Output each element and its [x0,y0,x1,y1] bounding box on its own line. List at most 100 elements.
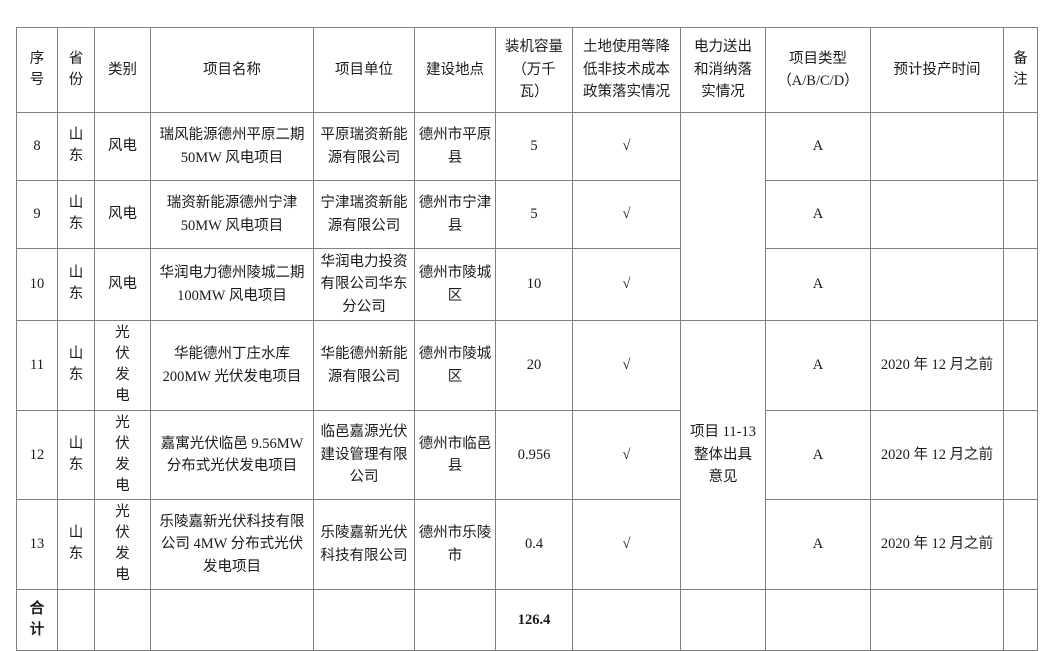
document-page: 序号 省份 类别 项目名称 项目单位 建设地点 装机容量 [16,27,1038,651]
total-category [94,588,151,651]
cell-land-policy-check: √ [572,409,681,501]
cell-build-place: 德州市陵城区 [414,320,496,411]
header-land-policy-line2: 低非技术成本 [583,61,670,78]
cell-capacity: 20 [495,320,573,411]
header-project-type-line2: （A/B/C/D） [777,73,859,89]
cell-project-type: A [765,180,871,249]
total-project-type [765,588,871,651]
total-remark [1003,588,1038,651]
total-province [57,588,95,651]
cell-project-name: 华能德州丁庄水库 200MW 光伏发电项目 [150,320,314,411]
header-grid-line1: 电力送出 [694,39,752,56]
header-grid-line2: 和消纳落 [694,61,752,78]
header-remark: 备注 [1003,27,1038,113]
total-grid [680,588,766,651]
header-land-policy-line1: 土地使用等降 [583,39,670,56]
header-seq: 序号 [16,27,58,113]
header-build-place: 建设地点 [414,27,496,113]
header-project-unit-label: 项目单位 [335,61,393,78]
cell-build-place: 德州市陵城区 [414,247,496,322]
cell-project-name: 乐陵嘉新光伏科技有限公司 4MW 分布式光伏发电项目 [150,499,314,590]
header-province: 省份 [57,27,95,113]
cell-expected-date: 2020 年 12 月之前 [870,499,1004,590]
cell-capacity: 5 [495,180,573,249]
cell-build-place: 德州市乐陵市 [414,499,496,590]
header-seq-label: 序号 [29,50,45,88]
total-expected-date [870,588,1004,651]
cell-seq: 9 [16,180,58,249]
total-land-policy [572,588,681,651]
cell-project-type: A [765,112,871,181]
table-body: 8 山东 风电 瑞风能源德州平原二期 50MW 风电项目 平原瑞资新能源有限公司… [16,111,1038,651]
cell-capacity: 5 [495,112,573,181]
cell-category: 光伏发电 [94,409,151,501]
cell-expected-date: 2020 年 12 月之前 [870,320,1004,411]
total-row: 合计 126.4 [16,588,1038,651]
header-province-label: 省份 [68,50,84,88]
header-project-name-label: 项目名称 [203,61,261,78]
total-build-place [414,588,496,651]
table-row: 13 山东 光伏发电 乐陵嘉新光伏科技有限公司 4MW 分布式光伏发电项目 乐陵… [16,499,1038,590]
cell-project-name: 瑞风能源德州平原二期 50MW 风电项目 [150,112,314,181]
cell-land-policy-check: √ [572,180,681,249]
header-row: 序号 省份 类别 项目名称 项目单位 建设地点 装机容量 [16,27,1038,113]
cell-province: 山东 [57,320,95,411]
header-category-label: 类别 [108,61,137,78]
cell-category: 光伏发电 [94,499,151,590]
header-category: 类别 [94,27,151,113]
cell-project-unit: 平原瑞资新能源有限公司 [313,112,415,181]
cell-build-place: 德州市宁津县 [414,180,496,249]
table-row: 11 山东 光伏发电 华能德州丁庄水库 200MW 光伏发电项目 华能德州新能源… [16,320,1038,590]
grid-merge-line2: 整体出具 [694,446,752,463]
cell-seq: 11 [16,320,58,411]
cell-project-type: A [765,247,871,322]
grid-merge-line1: 项目 11-13 [690,424,756,441]
header-build-place-label: 建设地点 [426,61,484,78]
table-row: 10 山东 风电 华润电力德州陵城二期 100MW 风电项目 华润电力投资有限公… [16,247,1038,322]
cell-remark [1003,247,1038,322]
header-capacity-line1: 装机容量 [505,39,563,56]
cell-capacity: 0.956 [495,409,573,501]
cell-project-unit: 乐陵嘉新光伏科技有限公司 [313,499,415,590]
cell-category: 风电 [94,112,151,181]
total-label: 合计 [16,588,58,651]
cell-capacity: 10 [495,247,573,322]
cell-project-type: A [765,499,871,590]
cell-project-name: 嘉寓光伏临邑 9.56MW 分布式光伏发电项目 [150,409,314,501]
table-row: 8 山东 风电 瑞风能源德州平原二期 50MW 风电项目 平原瑞资新能源有限公司… [16,111,1038,322]
header-grid-line3: 实情况 [701,84,745,101]
cell-project-name: 瑞资新能源德州宁津 50MW 风电项目 [150,180,314,249]
table-header: 序号 省份 类别 项目名称 项目单位 建设地点 装机容量 [16,27,1038,113]
cell-expected-date [870,180,1004,249]
total-capacity: 126.4 [495,588,573,651]
cell-project-unit: 华能德州新能源有限公司 [313,320,415,411]
cell-land-policy-check: √ [572,247,681,322]
cell-category: 风电 [94,180,151,249]
total-project-name [150,588,314,651]
header-project-type: 项目类型 （A/B/C/D） [765,27,871,113]
cell-project-unit: 宁津瑞资新能源有限公司 [313,180,415,249]
cell-project-type: A [765,409,871,501]
header-grid-consumption: 电力送出 和消纳落 实情况 [680,27,766,113]
table-row: 9 山东 风电 瑞资新能源德州宁津 50MW 风电项目 宁津瑞资新能源有限公司 … [16,180,1038,249]
cell-project-unit: 华润电力投资有限公司华东分公司 [313,247,415,322]
cell-remark [1003,320,1038,411]
cell-project-type: A [765,320,871,411]
cell-land-policy-check: √ [572,320,681,411]
table-row: 12 山东 光伏发电 嘉寓光伏临邑 9.56MW 分布式光伏发电项目 临邑嘉源光… [16,409,1038,501]
project-list-table: 序号 省份 类别 项目名称 项目单位 建设地点 装机容量 [16,27,1038,651]
cell-grid-merge-8-10 [680,111,766,322]
cell-remark [1003,180,1038,249]
cell-seq: 12 [16,409,58,501]
cell-remark [1003,409,1038,501]
cell-expected-date: 2020 年 12 月之前 [870,409,1004,501]
header-expected-date-label: 预计投产时间 [893,61,981,78]
cell-land-policy-check: √ [572,499,681,590]
cell-province: 山东 [57,180,95,249]
cell-expected-date [870,247,1004,322]
grid-merge-line3: 意见 [708,469,738,486]
cell-category: 风电 [94,247,151,322]
cell-land-policy-check: √ [572,112,681,181]
cell-project-unit: 临邑嘉源光伏建设管理有限公司 [313,409,415,501]
cell-capacity: 0.4 [495,499,573,590]
